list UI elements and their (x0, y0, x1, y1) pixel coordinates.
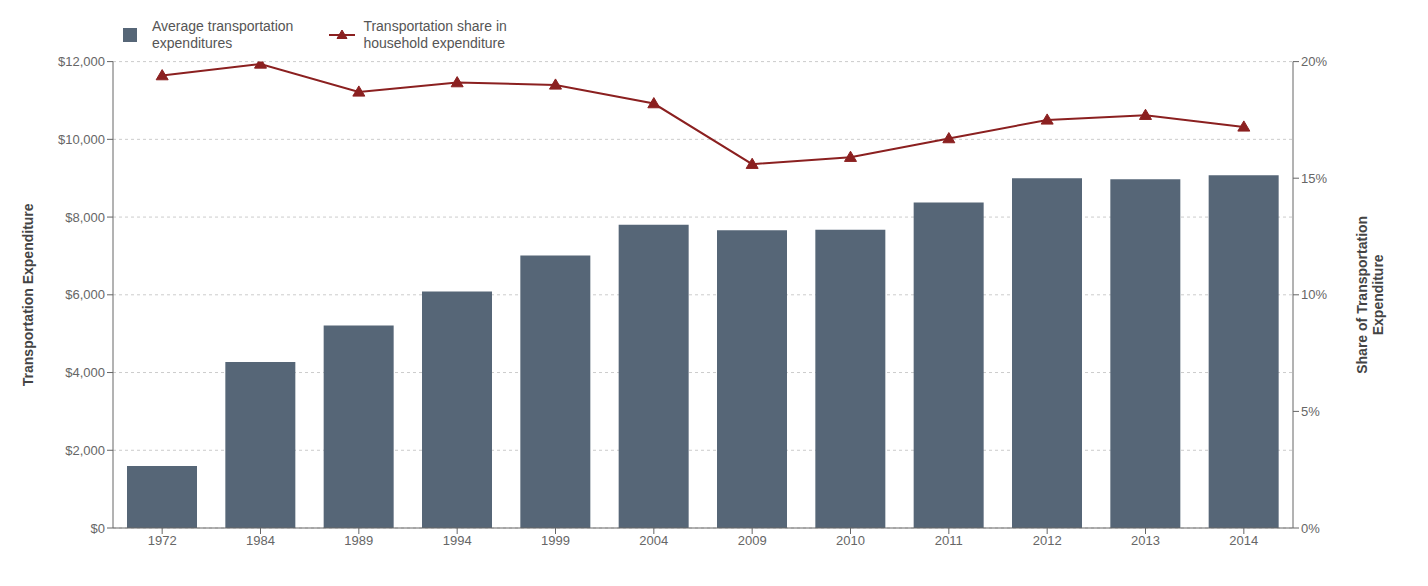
svg-text:1999: 1999 (541, 533, 570, 548)
svg-text:1984: 1984 (246, 533, 275, 548)
svg-text:2011: 2011 (935, 533, 963, 548)
svg-text:$10,000: $10,000 (58, 132, 105, 147)
html-text:Average transportation expendi: Average transportation expenditures (152, 18, 294, 51)
svg-text:$4,000: $4,000 (65, 365, 105, 380)
svg-text:10%: 10% (1301, 287, 1327, 302)
svg-text:1972: 1972 (148, 533, 177, 548)
svg-text:$12,000: $12,000 (58, 54, 105, 69)
svg-text:5%: 5% (1301, 404, 1320, 419)
svg-text:20%: 20% (1301, 54, 1327, 69)
svg-text:$0: $0 (91, 521, 105, 536)
svg-text:$6,000: $6,000 (65, 287, 105, 302)
svg-text:2010: 2010 (836, 533, 865, 548)
svg-text:Share of TransportationExpendi: Share of TransportationExpenditure (1354, 216, 1386, 374)
svg-text:2013: 2013 (1131, 533, 1160, 548)
svg-text:2004: 2004 (639, 533, 668, 548)
svg-text:$2,000: $2,000 (65, 443, 105, 458)
svg-text:1994: 1994 (443, 533, 472, 548)
svg-text:2009: 2009 (738, 533, 767, 548)
svg-text:2012: 2012 (1033, 533, 1062, 548)
svg-text:2014: 2014 (1229, 533, 1258, 548)
svg-text:Transportation Expenditure: Transportation Expenditure (20, 203, 36, 386)
svg-text:0%: 0% (1301, 521, 1320, 536)
html-text:Transportation share in househ: Transportation share in household expend… (363, 18, 507, 51)
svg-text:1989: 1989 (344, 533, 373, 548)
svg-text:$8,000: $8,000 (65, 210, 105, 225)
svg-text:15%: 15% (1301, 171, 1327, 186)
